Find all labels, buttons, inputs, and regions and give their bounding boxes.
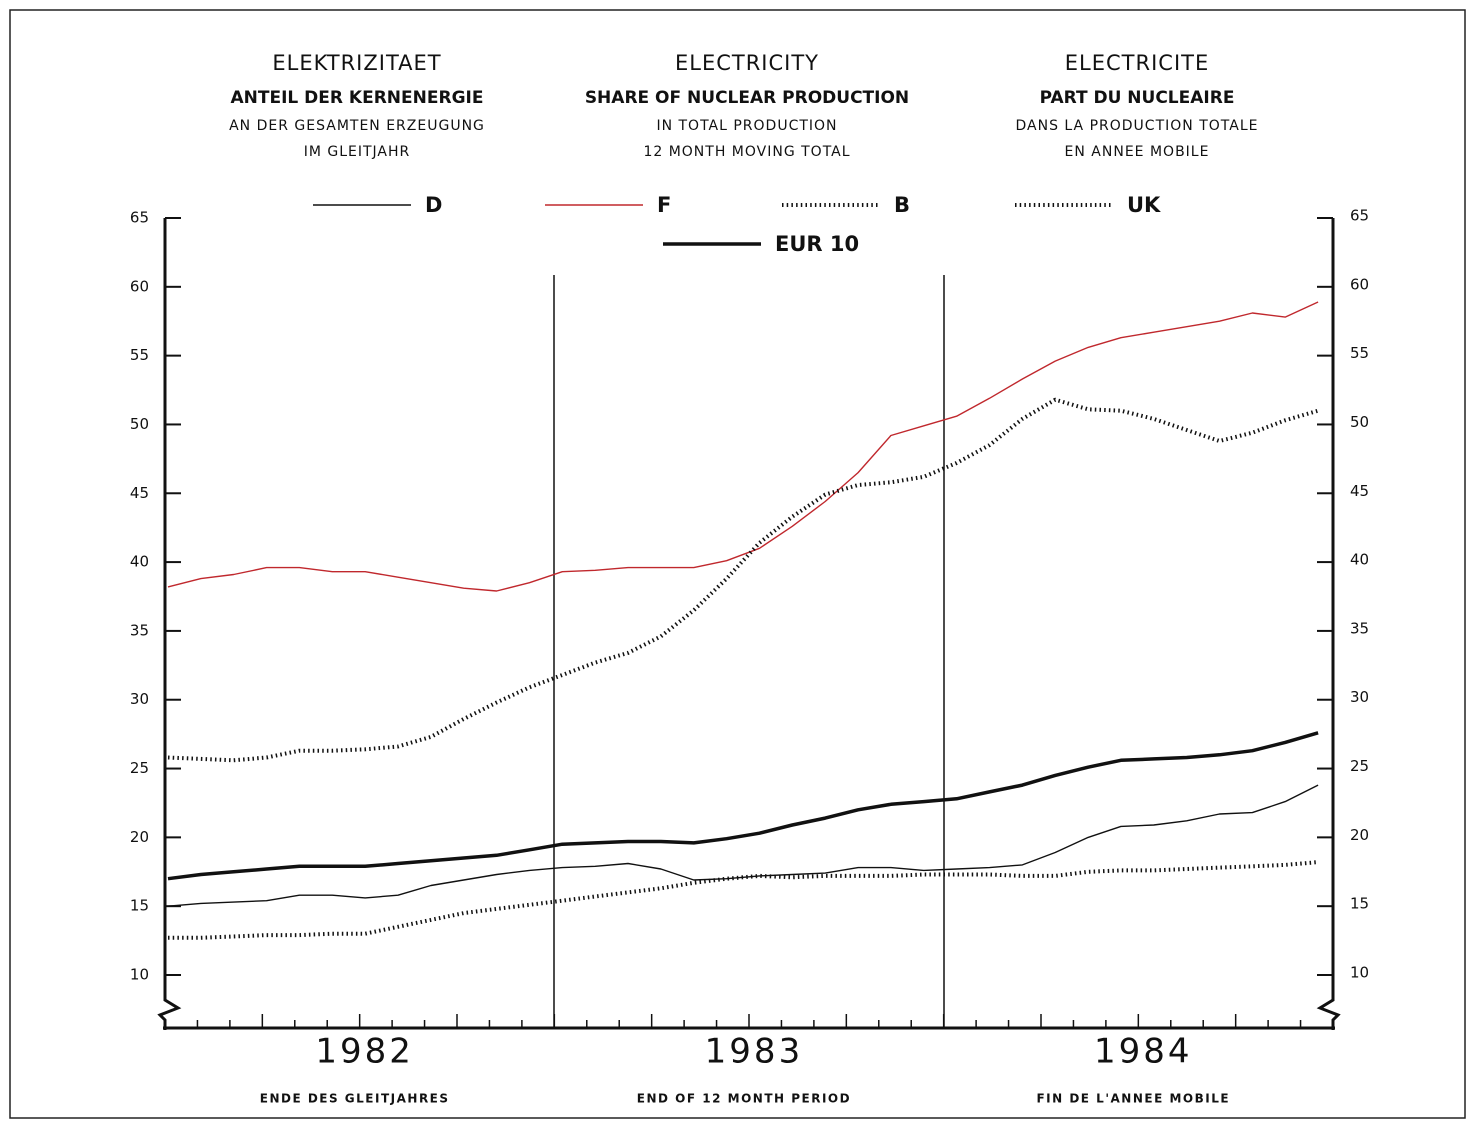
x-axis-label: ENDE DES GLEITJAHRES (260, 1092, 450, 1106)
axis-break (157, 975, 182, 1030)
y-tick-label: 15 (1350, 895, 1369, 913)
year-label: 1984 (1094, 1032, 1193, 1072)
title-line: ELECTRICITE (1065, 51, 1209, 75)
title-line: AN DER GESAMTEN ERZEUGUNG (229, 118, 485, 134)
y-tick-label: 65 (1350, 207, 1369, 225)
y-tick-label: 20 (1350, 826, 1369, 844)
series-line (167, 301, 1319, 592)
y-tick-label: 45 (1350, 482, 1369, 500)
y-tick-label: 45 (130, 484, 149, 502)
legend-label: UK (1127, 193, 1161, 217)
y-tick-label: 50 (130, 415, 149, 433)
legend-label: B (894, 193, 910, 217)
frame (9, 9, 1466, 1119)
x-axis-label: FIN DE L'ANNEE MOBILE (1036, 1092, 1230, 1106)
y-tick-label: 10 (130, 966, 149, 984)
title-line: DANS LA PRODUCTION TOTALE (1016, 118, 1259, 134)
x-axis-label: END OF 12 MONTH PERIOD (637, 1092, 851, 1106)
title-line: EN ANNEE MOBILE (1065, 144, 1210, 160)
y-tick-label: 65 (130, 209, 149, 227)
y-tick-label: 15 (130, 897, 149, 915)
y-tick-label: 50 (1350, 413, 1369, 431)
title-line: PART DU NUCLEAIRE (1040, 88, 1235, 108)
series-line (167, 731, 1319, 881)
axis-break (1316, 975, 1341, 1030)
y-tick-label: 60 (130, 277, 149, 295)
title-line: ANTEIL DER KERNENERGIE (231, 88, 484, 108)
y-tick-label: 35 (1350, 619, 1369, 637)
y-tick-label: 55 (130, 346, 149, 364)
series-line (167, 397, 1319, 763)
y-tick-label: 20 (130, 828, 149, 846)
year-label: 1982 (315, 1032, 414, 1072)
y-tick-label: 25 (1350, 757, 1369, 775)
title-line: ELEKTRIZITAET (272, 51, 441, 75)
y-tick-label: 30 (130, 690, 149, 708)
y-tick-label: 40 (1350, 551, 1369, 569)
legend-label: F (657, 193, 671, 217)
legend-label: D (425, 193, 442, 217)
title-line: 12 MONTH MOVING TOTAL (643, 144, 850, 160)
y-tick-label: 35 (130, 621, 149, 639)
title-line: IM GLEITJAHR (304, 144, 411, 160)
title-line: ELECTRICITY (675, 51, 819, 75)
y-tick-label: 25 (130, 759, 149, 777)
y-tick-label: 55 (1350, 344, 1369, 362)
title-line: IN TOTAL PRODUCTION (656, 118, 837, 134)
title-line: SHARE OF NUCLEAR PRODUCTION (585, 88, 909, 108)
y-tick-label: 10 (1350, 964, 1369, 982)
series-line (168, 860, 1319, 940)
y-tick-label: 30 (1350, 688, 1369, 706)
y-tick-label: 60 (1350, 275, 1369, 293)
y-tick-label: 40 (130, 553, 149, 571)
legend-label: EUR 10 (775, 232, 859, 256)
year-label: 1983 (705, 1032, 804, 1072)
series-line (167, 784, 1319, 907)
